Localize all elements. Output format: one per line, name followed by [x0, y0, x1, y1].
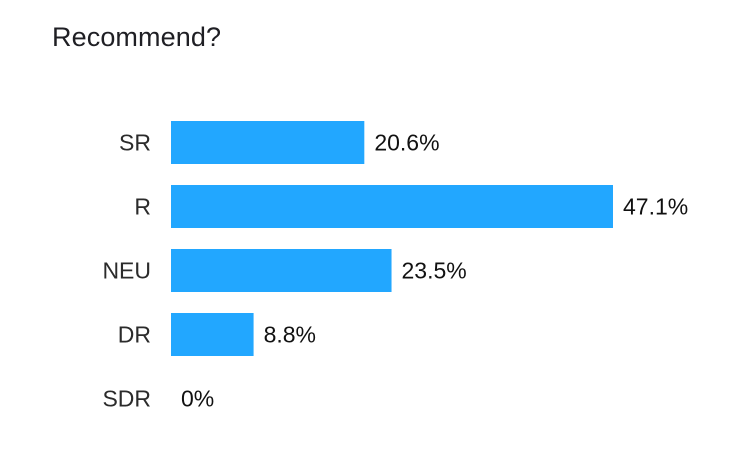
category-label-neu: NEU — [102, 258, 151, 284]
category-label-sdr: SDR — [102, 386, 151, 412]
value-label-sdr: 0% — [181, 386, 214, 412]
bar-sr — [171, 121, 365, 164]
bar-neu — [171, 249, 392, 292]
bars-group: SR 20.6% R 47.1% NEU 23.5% DR 8.8% SDR 0% — [102, 121, 688, 412]
chart-title: Recommend? — [52, 22, 222, 52]
category-label-sr: SR — [119, 130, 151, 156]
bar-r — [171, 185, 613, 228]
value-label-dr: 8.8% — [264, 322, 316, 348]
value-label-sr: 20.6% — [374, 130, 439, 156]
bar-dr — [171, 313, 254, 356]
category-label-r: R — [134, 194, 151, 220]
value-label-neu: 23.5% — [402, 258, 467, 284]
value-label-r: 47.1% — [623, 194, 688, 220]
category-label-dr: DR — [118, 322, 151, 348]
